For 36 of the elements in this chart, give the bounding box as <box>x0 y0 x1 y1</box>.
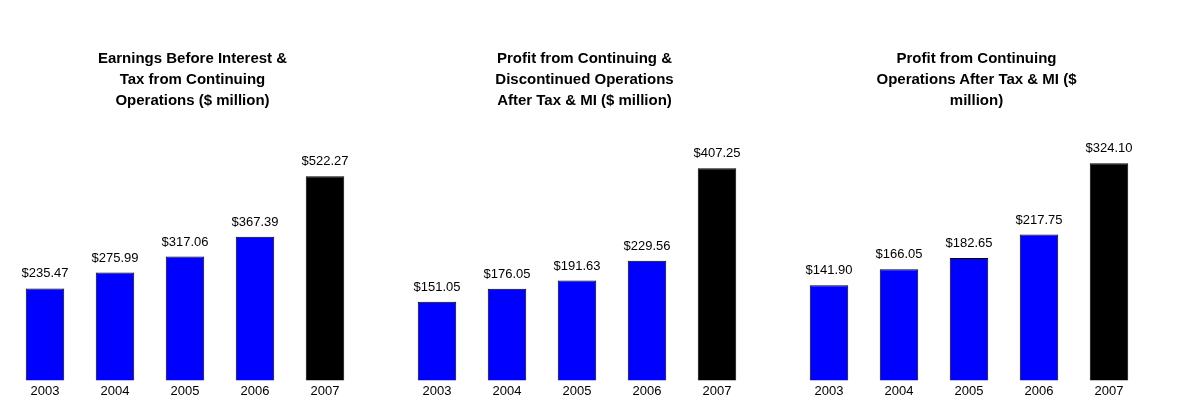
x-tick-label: 2006 <box>632 382 662 398</box>
x-tick-label: 2007 <box>310 382 340 398</box>
x-tick-label: 2004 <box>100 382 130 398</box>
x-tick-label: 2004 <box>884 382 914 398</box>
x-tick-label: 2007 <box>702 382 732 398</box>
bar <box>697 168 737 381</box>
data-label: $407.25 <box>693 145 741 161</box>
chart-title: Profit from Continuing Operations After Tax & MI ($ million) <box>875 48 1078 110</box>
chart-title: Earnings Before Interest & Tax from Continuing Operations ($ million) <box>96 48 289 110</box>
data-label: $151.05 <box>413 278 461 294</box>
data-label: $367.39 <box>231 213 279 229</box>
x-tick-label: 2003 <box>814 382 844 398</box>
data-label: $176.05 <box>483 265 531 281</box>
data-label: $141.90 <box>805 262 853 278</box>
x-tick-label: 2005 <box>954 382 984 398</box>
data-label: $522.27 <box>301 153 349 169</box>
data-label: $166.05 <box>875 246 923 262</box>
x-tick-label: 2005 <box>562 382 592 398</box>
x-tick-label: 2003 <box>422 382 452 398</box>
x-tick-label: 2005 <box>170 382 200 398</box>
data-label: $275.99 <box>91 249 139 265</box>
x-tick-label: 2006 <box>1024 382 1054 398</box>
chart-title: Profit from Continuing & Discontinued Operations After Tax & MI ($ million) <box>494 48 675 110</box>
data-label: $182.65 <box>945 235 993 251</box>
x-tick-label: 2007 <box>1094 382 1124 398</box>
bar <box>1089 163 1129 381</box>
data-label: $229.56 <box>623 237 671 253</box>
x-tick-label: 2004 <box>492 382 522 398</box>
x-tick-label: 2006 <box>240 382 270 398</box>
data-label: $191.63 <box>553 257 601 273</box>
data-label: $235.47 <box>21 265 69 281</box>
data-label: $217.75 <box>1015 211 1063 227</box>
x-tick-label: 2003 <box>30 382 60 398</box>
data-label: $324.10 <box>1085 140 1133 156</box>
data-label: $317.06 <box>161 233 209 249</box>
bar <box>305 176 345 381</box>
